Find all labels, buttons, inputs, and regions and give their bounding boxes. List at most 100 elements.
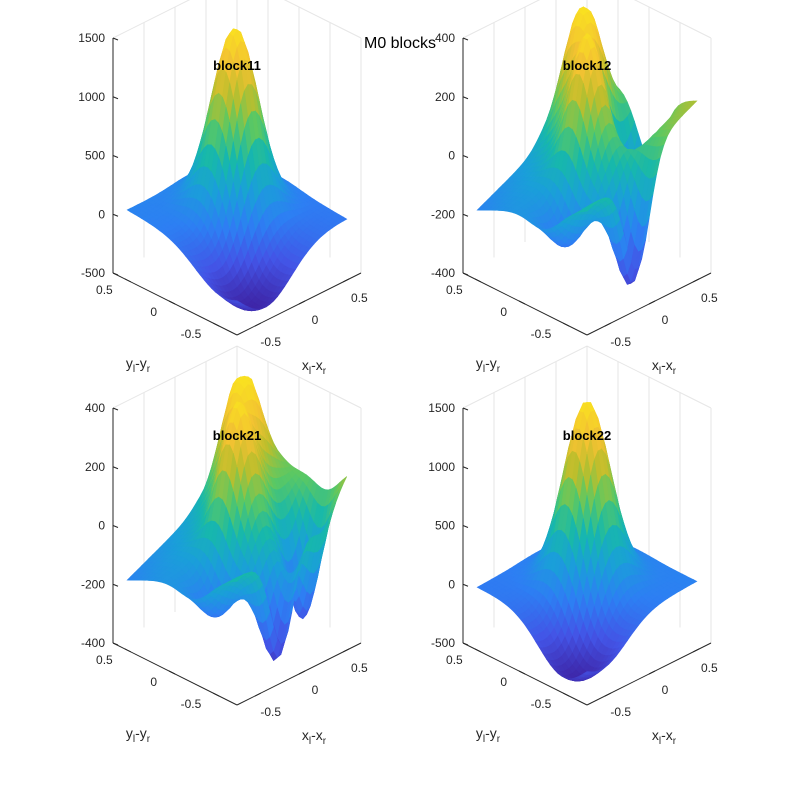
x-tick-label: -0.5 bbox=[610, 705, 631, 719]
z-tick-label: 400 bbox=[85, 401, 105, 415]
x-tick-label: 0.5 bbox=[701, 661, 718, 675]
y-tick-mark bbox=[518, 300, 526, 305]
z-tick-label: 200 bbox=[85, 460, 105, 474]
y-axis-label-sub2: r bbox=[497, 364, 501, 375]
box-edge-top bbox=[112, 345, 362, 409]
surface-block21 bbox=[126, 375, 348, 661]
y-axis-label-sub1: l bbox=[133, 364, 135, 375]
x-axis-label: xl-xr bbox=[302, 357, 327, 377]
x-tick-label: 0 bbox=[662, 313, 669, 327]
x-tick-label: 0 bbox=[312, 313, 319, 327]
x-tick-label: -0.5 bbox=[260, 335, 281, 349]
x-axis-label-sub2: r bbox=[673, 366, 677, 377]
x-tick-label: 0.5 bbox=[351, 661, 368, 675]
y-axis-label-sub1: l bbox=[483, 364, 485, 375]
x-tick-label: -0.5 bbox=[260, 705, 281, 719]
subplot-block22: block22 1500 1000 500 0 -500 0.5 0 -0.5 -0.5 0 0.5 x… bbox=[428, 345, 718, 747]
y-tick-label: 0 bbox=[500, 675, 507, 689]
box-edge-top bbox=[462, 0, 712, 39]
z-tick-mark bbox=[112, 272, 119, 276]
x-tick-mark bbox=[693, 278, 700, 283]
x-tick-mark bbox=[604, 692, 611, 697]
z-tick-label: 1500 bbox=[78, 31, 105, 45]
z-tick-mark bbox=[462, 213, 469, 217]
y-axis-label-sub2: r bbox=[147, 734, 151, 745]
z-tick-label: 0 bbox=[448, 577, 455, 591]
z-tick-label: 1500 bbox=[428, 401, 455, 415]
x-tick-mark bbox=[343, 278, 350, 283]
subplot-title: block11 bbox=[213, 58, 261, 73]
z-tick-label: 500 bbox=[85, 149, 105, 163]
x-axis-label-base: x bbox=[302, 357, 309, 373]
y-axis-label-sep: -y bbox=[135, 725, 147, 741]
y-tick-mark bbox=[518, 670, 526, 675]
y-tick-label: 0.5 bbox=[446, 283, 463, 297]
z-tick-label: 500 bbox=[435, 519, 455, 533]
z-tick-mark bbox=[112, 155, 119, 158]
y-tick-mark bbox=[213, 692, 220, 697]
y-tick-label: 0.5 bbox=[446, 653, 463, 667]
x-axis-label-sep: -x bbox=[311, 727, 323, 743]
y-tick-label: 0 bbox=[150, 305, 157, 319]
y-axis-label-base: y bbox=[476, 725, 483, 741]
y-tick-label: -0.5 bbox=[531, 327, 552, 341]
surface-block11 bbox=[126, 28, 348, 312]
figure-title: M0 blocks bbox=[364, 35, 436, 52]
y-tick-label: 0 bbox=[150, 675, 157, 689]
z-tick-mark bbox=[112, 525, 119, 528]
z-tick-label: -200 bbox=[431, 207, 455, 221]
surface-block12 bbox=[476, 6, 698, 285]
y-axis-label: yl-yr bbox=[476, 355, 501, 375]
y-tick-mark bbox=[563, 322, 570, 327]
surface-patch bbox=[232, 300, 242, 304]
x-axis-label: xl-xr bbox=[652, 357, 677, 377]
y-axis-label-sub2: r bbox=[497, 734, 501, 745]
y-tick-label: -0.5 bbox=[531, 697, 552, 711]
x-tick-mark bbox=[648, 670, 656, 675]
z-tick-label: -200 bbox=[81, 577, 105, 591]
x-axis-label: xl-xr bbox=[302, 727, 327, 747]
x-axis-label-sub2: r bbox=[323, 736, 327, 747]
z-tick-mark bbox=[112, 583, 119, 587]
subplot-block12: block124002000-200-4000.50-0.5-0.500.5xl… bbox=[431, 0, 718, 377]
y-axis-label-sep: -y bbox=[485, 725, 497, 741]
y-tick-label: 0.5 bbox=[96, 653, 113, 667]
x-tick-mark bbox=[254, 322, 261, 327]
z-tick-label: -400 bbox=[81, 636, 105, 650]
z-tick-label: 1000 bbox=[428, 460, 455, 474]
y-tick-mark bbox=[563, 692, 570, 697]
x-tick-mark bbox=[298, 300, 306, 305]
y-axis-label-sep: -y bbox=[485, 355, 497, 371]
z-tick-mark bbox=[462, 272, 469, 276]
y-tick-mark bbox=[168, 670, 176, 675]
x-axis-label-base: x bbox=[652, 727, 659, 743]
z-tick-mark bbox=[112, 466, 119, 470]
y-tick-mark bbox=[474, 278, 481, 283]
x-axis-label-sub1: l bbox=[309, 366, 311, 377]
x-tick-mark bbox=[648, 300, 656, 305]
x-axis-label: xl-xr bbox=[652, 727, 677, 747]
x-axis-label-sub2: r bbox=[323, 366, 327, 377]
subplot-title: block22 bbox=[563, 428, 611, 443]
x-tick-label: 0.5 bbox=[351, 291, 368, 305]
surface-patch bbox=[582, 207, 592, 213]
x-tick-mark bbox=[298, 670, 306, 675]
x-axis-label-sub2: r bbox=[673, 736, 677, 747]
z-tick-label: -400 bbox=[431, 266, 455, 280]
subplot-title: block21 bbox=[213, 428, 261, 443]
box-edge-top bbox=[112, 0, 362, 39]
y-tick-label: 0.5 bbox=[96, 283, 113, 297]
z-tick-mark bbox=[462, 155, 469, 158]
x-tick-label: -0.5 bbox=[610, 335, 631, 349]
x-tick-mark bbox=[343, 648, 350, 653]
y-axis-label-sub2: r bbox=[147, 364, 151, 375]
z-tick-label: -500 bbox=[81, 266, 105, 280]
y-tick-label: 0 bbox=[500, 305, 507, 319]
y-axis-label-base: y bbox=[126, 355, 133, 371]
z-tick-mark bbox=[462, 583, 469, 587]
x-axis-label-sep: -x bbox=[661, 727, 673, 743]
z-tick-label: 0 bbox=[98, 207, 105, 221]
z-tick-mark bbox=[462, 466, 469, 470]
z-tick-label: -500 bbox=[431, 636, 455, 650]
